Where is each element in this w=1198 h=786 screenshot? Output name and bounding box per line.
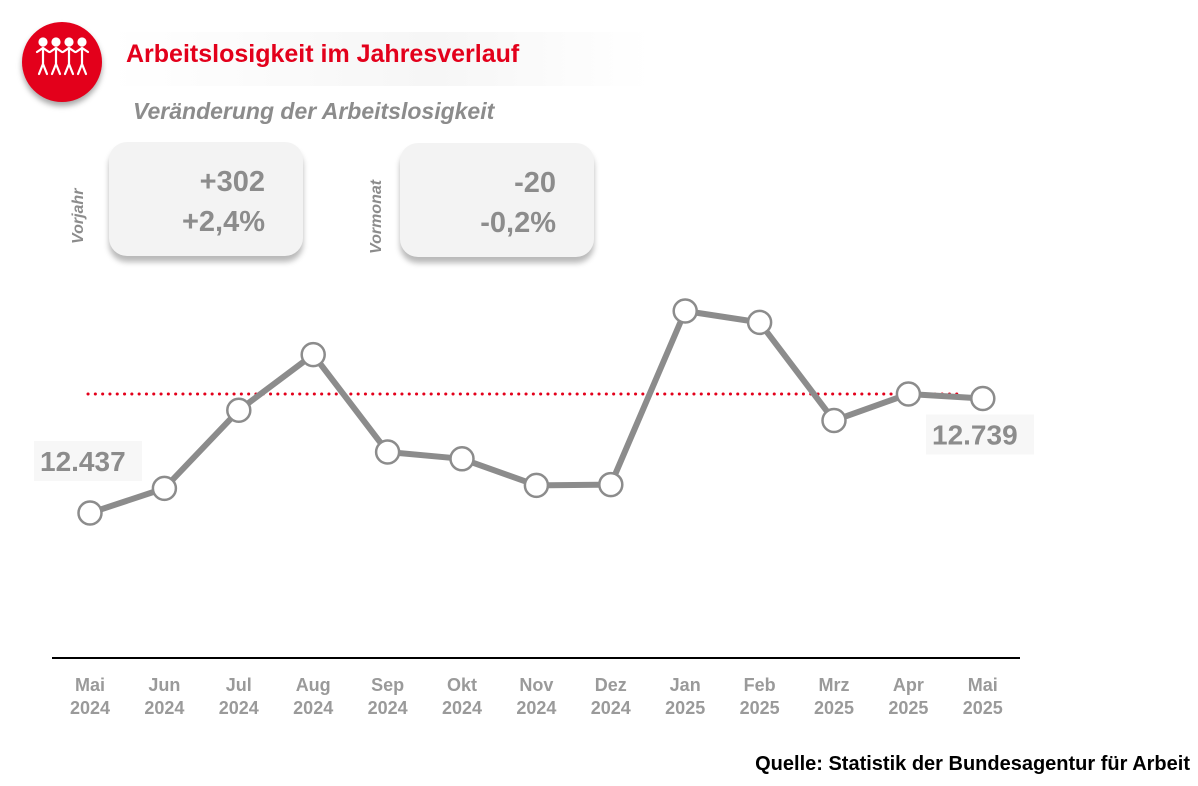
- x-tick-label-month: Dez: [595, 675, 627, 695]
- data-point: [300, 341, 326, 368]
- x-tick-label-year: 2025: [665, 698, 705, 718]
- chart-title: Arbeitslosigkeit im Jahresverlauf: [126, 40, 520, 68]
- data-label: 12.739: [932, 420, 1018, 451]
- x-tick-label-month: Sep: [371, 675, 404, 695]
- kpi-pct-vorjahr: +2,4%: [181, 206, 265, 238]
- data-label: 12.437: [40, 446, 126, 477]
- people-group-icon: [35, 37, 90, 76]
- x-tick-label-year: 2024: [591, 698, 631, 718]
- data-point: [449, 446, 475, 472]
- chart-subtitle: Veränderung der Arbeitslosigkeit: [133, 98, 495, 124]
- x-tick-label-year: 2024: [144, 698, 184, 718]
- kpi-box-vormonat: -20 -0,2%: [400, 143, 594, 257]
- x-tick-label-month: Okt: [447, 675, 477, 695]
- x-tick-label-month: Mai: [75, 675, 105, 695]
- kpi-pct-vormonat: -0,2%: [480, 207, 556, 239]
- x-tick-label-year: 2025: [888, 698, 928, 718]
- data-point: [672, 298, 698, 324]
- kpi-abs-vorjahr: +302: [199, 166, 265, 198]
- data-point: [374, 439, 401, 465]
- data-point: [821, 407, 847, 434]
- x-tick-label-year: 2025: [814, 698, 854, 718]
- x-tick-label-month: Jun: [148, 675, 180, 695]
- logo-badge: [22, 22, 102, 102]
- x-tick-label-year: 2024: [516, 698, 556, 718]
- source-note: Quelle: Statistik der Bundesagentur für …: [755, 753, 1190, 775]
- x-tick-label-year: 2025: [740, 698, 780, 718]
- data-point: [970, 385, 996, 412]
- kpi-box-vorjahr: +302 +2,4%: [109, 142, 303, 256]
- x-tick-label-month: Mrz: [819, 675, 850, 695]
- x-tick-label-month: Apr: [893, 675, 924, 695]
- kpi-abs-vormonat: -20: [514, 167, 556, 199]
- x-tick-label-month: Jan: [670, 675, 701, 695]
- data-point: [77, 500, 103, 526]
- data-point: [226, 397, 252, 424]
- x-tick-label-year: 2024: [442, 698, 482, 718]
- x-tick-label-month: Aug: [296, 675, 331, 695]
- data-point: [523, 472, 550, 499]
- x-tick-label-year: 2024: [219, 698, 259, 718]
- data-label-bg: [926, 414, 1034, 455]
- x-tick-label-month: Feb: [744, 675, 776, 695]
- x-tick-label-year: 2024: [368, 698, 408, 718]
- x-tick-label-month: Mai: [968, 675, 998, 695]
- data-point: [746, 309, 773, 336]
- x-tick-label-year: 2024: [293, 698, 333, 718]
- data-point: [151, 475, 178, 502]
- x-tick-label-month: Nov: [519, 675, 553, 695]
- x-tick-label-year: 2025: [963, 698, 1003, 718]
- data-point: [895, 381, 922, 407]
- x-tick-label-year: 2024: [70, 698, 110, 718]
- x-tick-label-month: Jul: [226, 675, 252, 695]
- title-band: [110, 32, 650, 86]
- data-label-bg: [34, 441, 142, 481]
- data-point: [598, 471, 624, 498]
